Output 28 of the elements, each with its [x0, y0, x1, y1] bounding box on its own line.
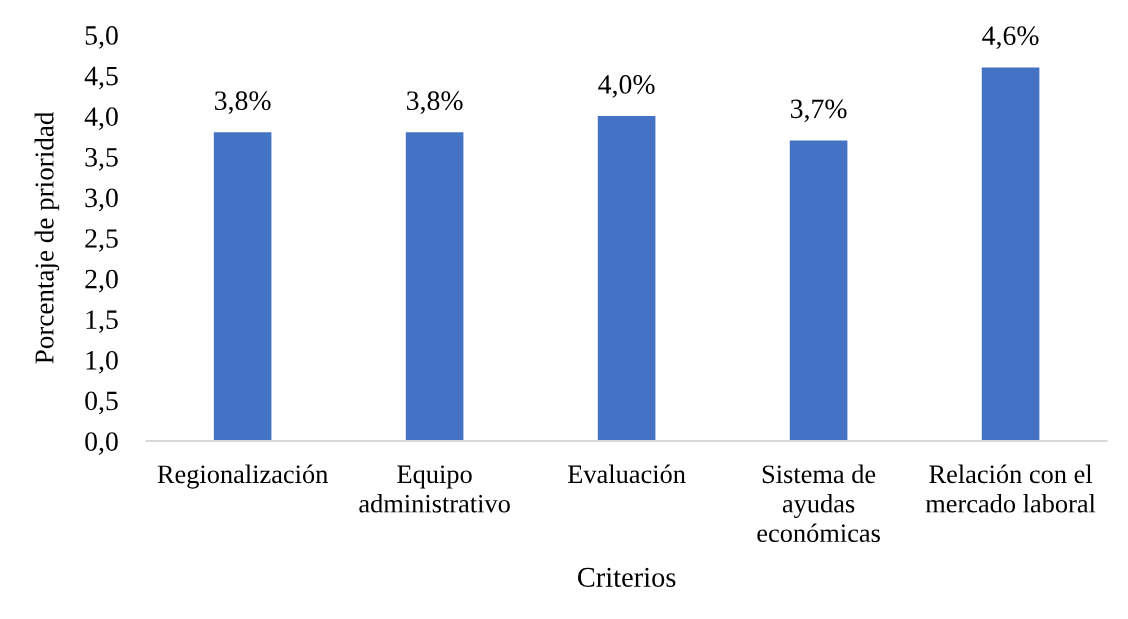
x-tick-label: Sistema de ayudas económicas — [757, 464, 880, 543]
bar — [981, 67, 1040, 441]
data-label: 3,7% — [790, 99, 847, 123]
y-axis-title: Porcentaje de prioridad — [34, 111, 60, 364]
x-axis-title: Criterios — [577, 567, 676, 587]
bar — [597, 116, 656, 441]
data-label: 3,8% — [215, 91, 271, 115]
x-tick-label: Relación con el mercado laboral — [925, 464, 1096, 513]
y-tick-label: 3,5 — [85, 147, 118, 171]
y-tick-label: 5,0 — [85, 26, 118, 49]
y-tick-label: 1,0 — [86, 350, 118, 374]
y-tick-label: 3,0 — [85, 188, 118, 212]
data-label: 4,0% — [598, 75, 655, 98]
data-label: 4,6% — [982, 26, 1039, 50]
y-tick-label: 2,5 — [85, 229, 118, 252]
bar — [789, 140, 848, 441]
y-tick-label: 0,0 — [85, 432, 118, 455]
y-tick-label: 1,5 — [86, 310, 118, 334]
x-tick-label: Evaluación — [568, 464, 686, 484]
y-tick-label: 4,0 — [84, 107, 118, 131]
y-tick-label: 0,5 — [85, 391, 118, 415]
x-tick-label: Equipo administrativo — [359, 465, 510, 513]
y-tick-label: 4,5 — [84, 66, 118, 90]
x-tick-label: Regionalización — [157, 464, 328, 489]
data-label: 3,8% — [407, 91, 463, 115]
y-tick-label: 2,0 — [85, 269, 118, 293]
bar — [213, 132, 272, 441]
bar — [405, 132, 464, 441]
